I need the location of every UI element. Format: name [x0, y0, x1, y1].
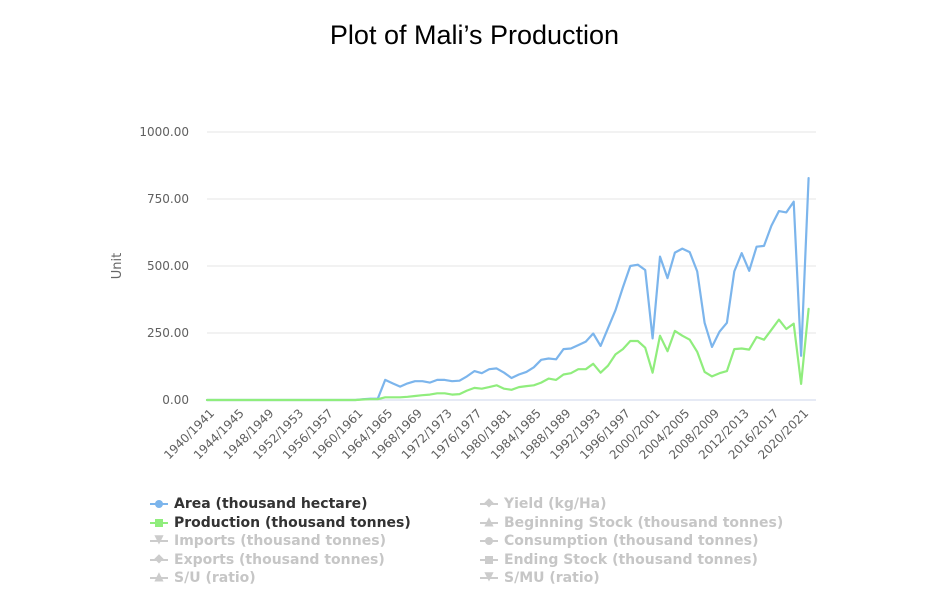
legend-circle-icon [150, 499, 168, 509]
series-line-production[interactable] [205, 307, 810, 402]
legend-label: Yield (kg/Ha) [504, 496, 607, 512]
legend-square-icon [480, 555, 498, 565]
legend-item-exports-thousand-tonnes[interactable]: ◆ Exports (thousand tonnes) [150, 551, 385, 568]
legend-item-imports-thousand-tonnes[interactable]: ▼ Imports (thousand tonnes) [150, 532, 386, 550]
legend-item-ending-stock-thousand-tonnes[interactable]: Ending Stock (thousand tonnes) [480, 552, 758, 568]
legend-item-s-u-ratio[interactable]: ▲ S/U (ratio) [150, 569, 256, 587]
y-tick-label: 250.00 [147, 326, 189, 340]
legend-square-icon [150, 518, 168, 528]
y-tick-label: 1000.00 [139, 125, 189, 139]
y-tick-label: 750.00 [147, 192, 189, 206]
legend-item-area-thousand-hectare[interactable]: Area (thousand hectare) [150, 496, 368, 512]
y-axis-label: Unit [110, 253, 125, 279]
legend-triangle-down-icon: ▼ [480, 569, 498, 583]
legend-triangle-icon: ▲ [480, 514, 498, 528]
legend-label: Imports (thousand tonnes) [174, 533, 386, 550]
y-tick-label: 500.00 [147, 259, 189, 273]
legend-triangle-icon: ▲ [150, 569, 168, 583]
legend-label: Consumption (thousand tonnes) [504, 533, 759, 550]
legend-label: S/MU (ratio) [504, 570, 600, 587]
legend-item-production-thousand-tonnes[interactable]: Production (thousand tonnes) [150, 515, 411, 531]
legend-label: Area (thousand hectare) [174, 496, 368, 512]
legend-diamond-icon: ◆ [150, 551, 168, 565]
legend-label: Beginning Stock (thousand tonnes) [504, 514, 784, 531]
legend-circle-icon [480, 536, 498, 546]
legend-label: Production (thousand tonnes) [174, 514, 411, 531]
legend-label: Exports (thousand tonnes) [174, 551, 385, 568]
legend-triangle-down-icon: ▼ [150, 532, 168, 546]
chart-legend: Area (thousand hectare) ◆ Yield (kg/Ha) Pro… [150, 495, 830, 596]
y-tick-label: 0.00 [162, 393, 189, 407]
legend-diamond-icon: ◆ [480, 495, 498, 509]
legend-item-s-mu-ratio[interactable]: ▼ S/MU (ratio) [480, 569, 600, 587]
legend-label: Ending Stock (thousand tonnes) [504, 551, 758, 568]
legend-item-yield-kg-ha[interactable]: ◆ Yield (kg/Ha) [480, 495, 607, 512]
legend-item-beginning-stock-thousand-tonnes[interactable]: ▲ Beginning Stock (thousand tonnes) [480, 514, 784, 531]
chart-plot-area: 0.00250.00500.00750.001000.001940/194119… [110, 125, 816, 462]
chart-title: Plot of Mali’s Production [329, 20, 620, 50]
legend-item-consumption-thousand-tonnes[interactable]: Consumption (thousand tonnes) [480, 533, 758, 549]
legend-label: S/U (ratio) [174, 570, 256, 587]
series-line-area[interactable] [205, 177, 810, 402]
